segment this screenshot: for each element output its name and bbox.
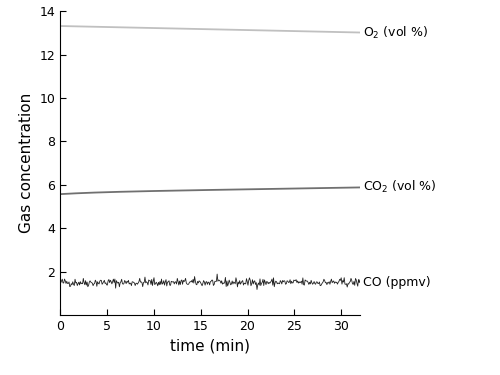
Y-axis label: Gas concentration: Gas concentration [18, 93, 34, 233]
Text: O$_2$ (vol %): O$_2$ (vol %) [363, 24, 428, 40]
Text: CO (ppmv): CO (ppmv) [363, 276, 430, 289]
Text: CO$_2$ (vol %): CO$_2$ (vol %) [363, 179, 436, 195]
X-axis label: time (min): time (min) [170, 338, 250, 353]
